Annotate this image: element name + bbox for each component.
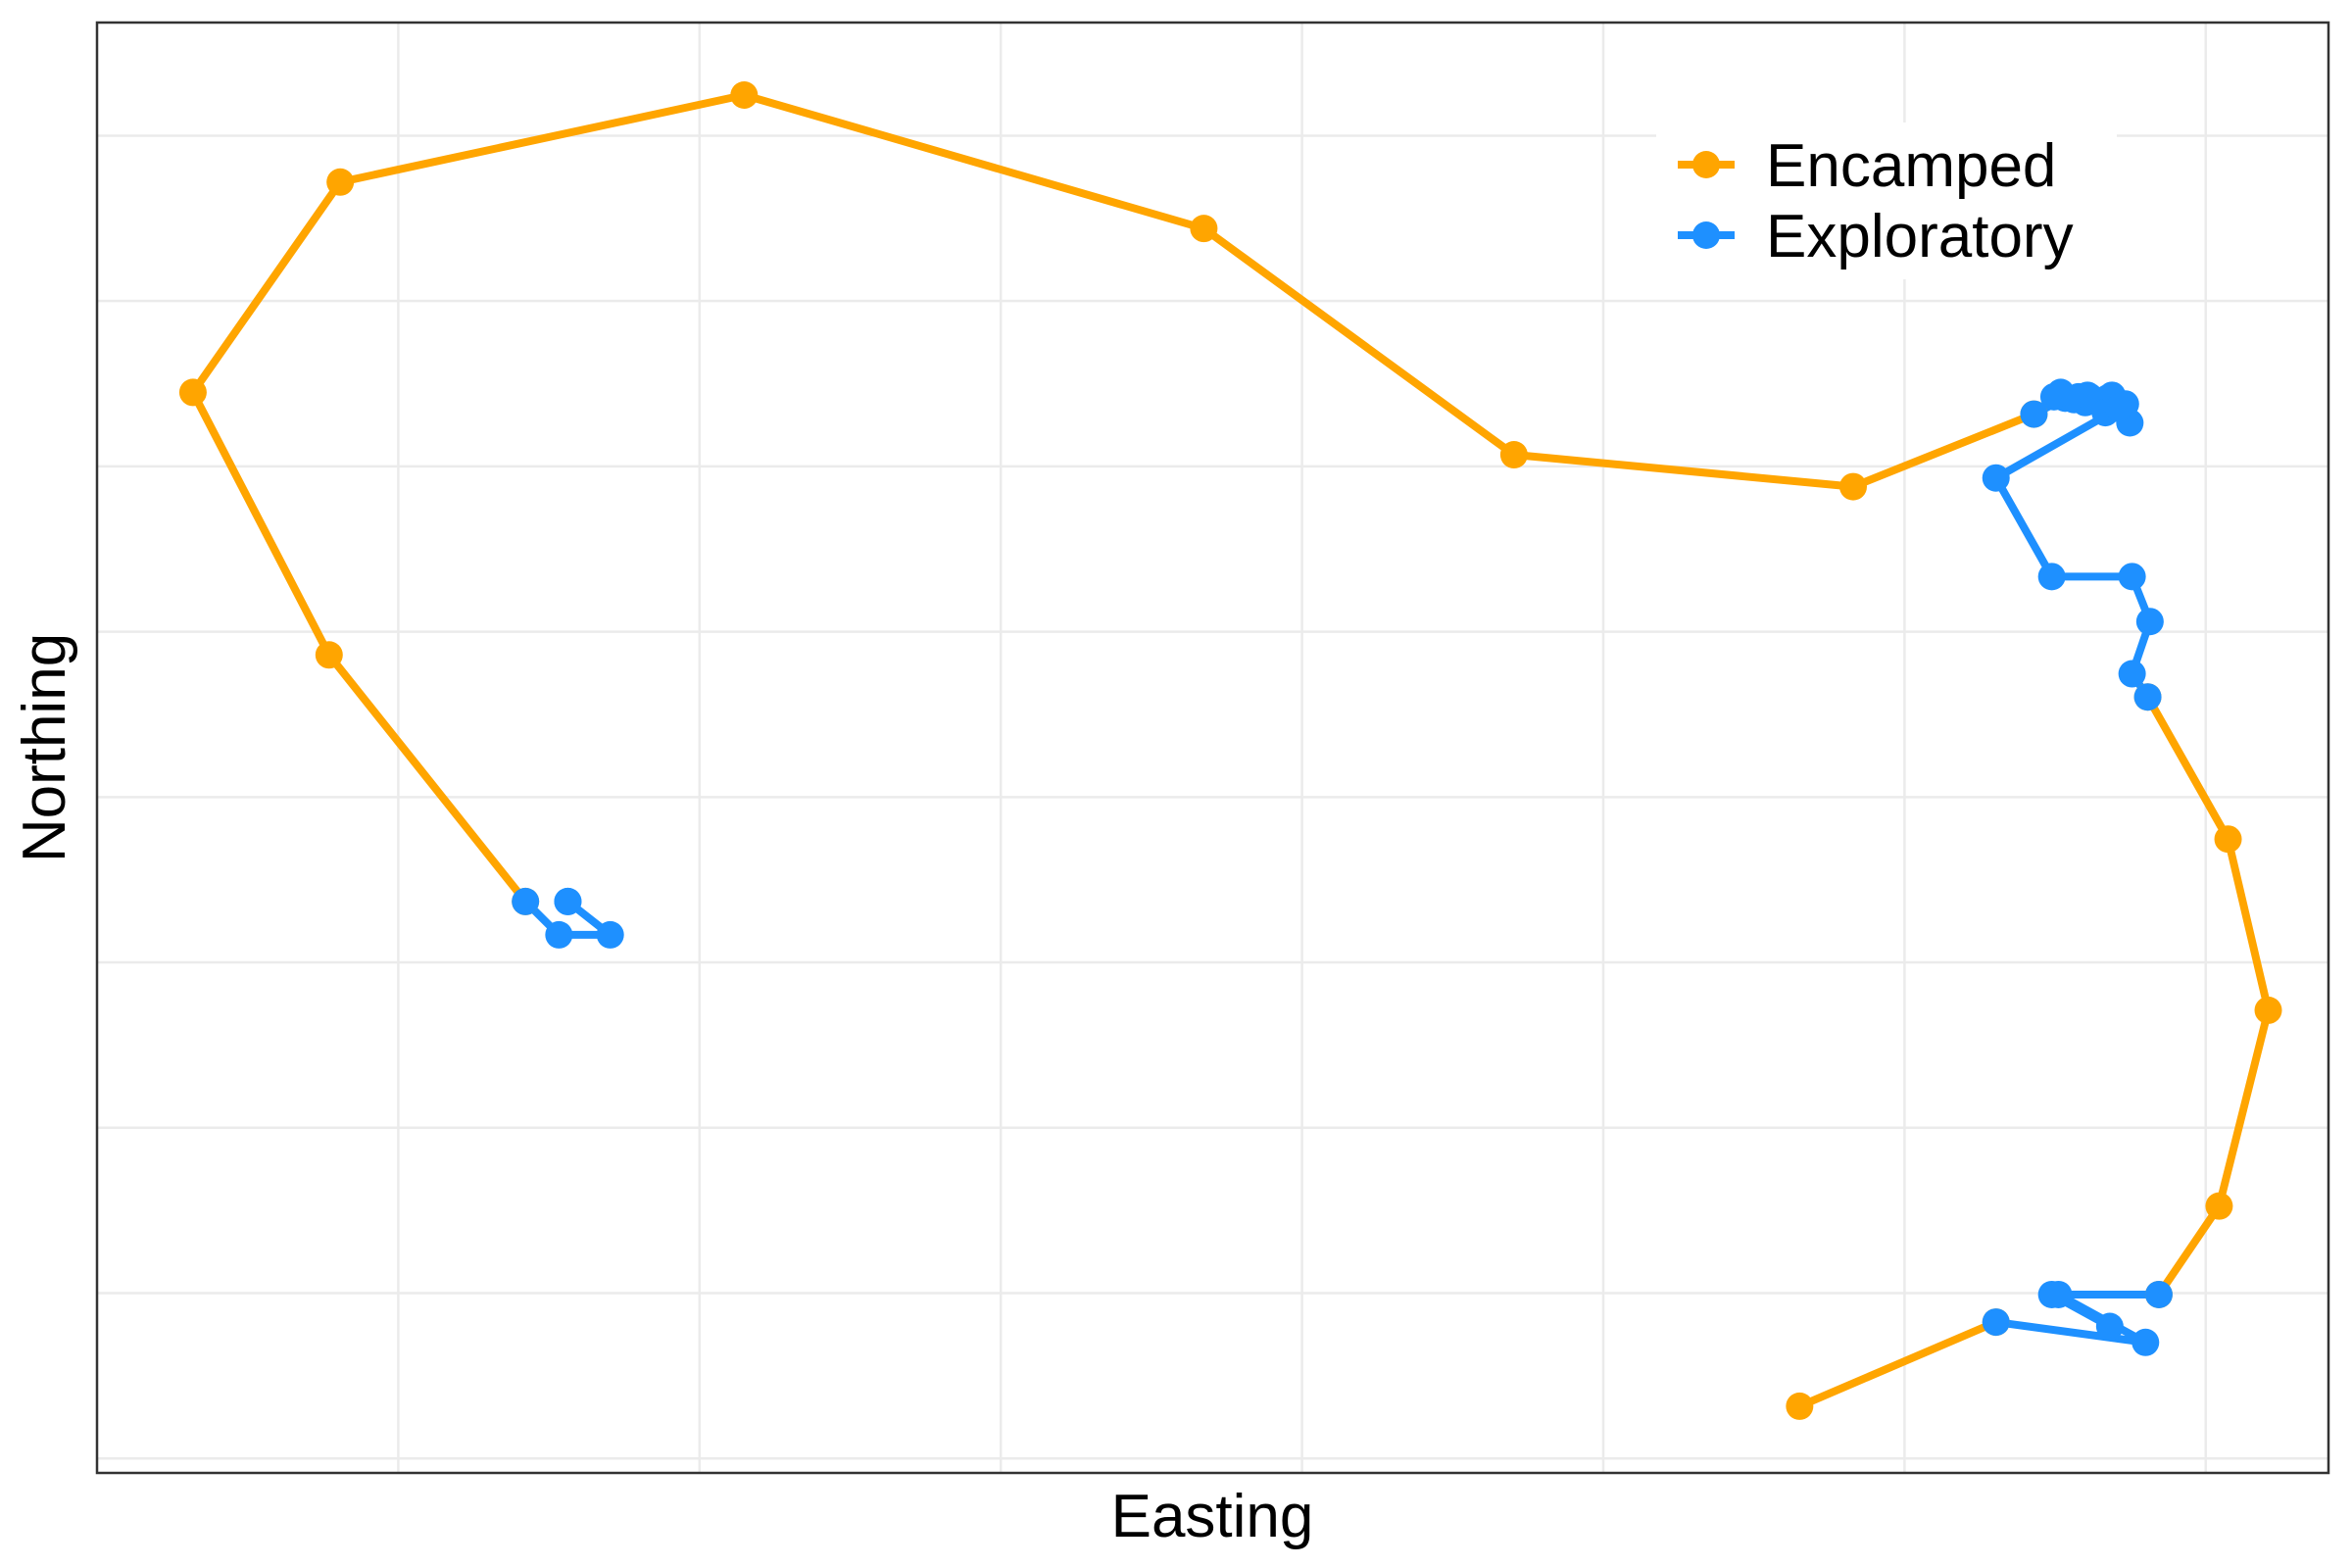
point-encamped-2-0 xyxy=(1786,1392,1814,1420)
point-exploratory-1-20 xyxy=(2118,660,2146,688)
point-exploratory-1-11 xyxy=(2074,381,2102,410)
legend: Encamped Exploratory xyxy=(1656,122,2117,279)
point-encamped-1-1 xyxy=(2214,825,2242,854)
point-exploratory-0-1 xyxy=(545,920,573,949)
point-encamped-0-4 xyxy=(730,81,759,109)
point-exploratory-1-17 xyxy=(2037,563,2066,591)
point-encamped-0-5 xyxy=(1190,215,1218,243)
point-exploratory-2-4 xyxy=(2132,1328,2160,1356)
point-encamped-1-2 xyxy=(2254,996,2282,1024)
point-exploratory-2-5 xyxy=(1982,1308,2010,1337)
legend-label-encamped: Encamped xyxy=(1766,132,2056,200)
legend-background xyxy=(1656,122,2117,279)
point-encamped-1-3 xyxy=(2205,1192,2233,1220)
point-exploratory-0-0 xyxy=(512,887,540,915)
point-exploratory-2-2 xyxy=(2095,1312,2124,1341)
series-points xyxy=(178,81,2282,1420)
point-exploratory-1-0 xyxy=(2020,400,2048,428)
x-axis-title: Easting xyxy=(1111,1483,1314,1550)
point-encamped-0-2 xyxy=(178,378,207,407)
point-exploratory-2-3 xyxy=(2044,1280,2073,1308)
series-lines xyxy=(188,91,2273,1410)
point-encamped-0-1 xyxy=(315,641,343,669)
point-exploratory-1-15 xyxy=(2104,394,2132,422)
point-exploratory-1-16 xyxy=(1982,464,2010,492)
y-axis-title: Northing xyxy=(11,633,78,862)
legend-label-exploratory: Exploratory xyxy=(1766,203,2074,270)
legend-key-point-exploratory xyxy=(1692,221,1720,249)
legend-item-encamped: Encamped xyxy=(1678,132,2056,200)
series-line-exploratory-1 xyxy=(1991,388,2154,702)
legend-item-exploratory: Exploratory xyxy=(1678,203,2074,270)
point-exploratory-1-21 xyxy=(2133,683,2162,711)
point-exploratory-0-2 xyxy=(596,920,624,949)
point-exploratory-0-4 xyxy=(554,887,582,915)
point-exploratory-1-18 xyxy=(2118,563,2146,591)
series-line-exploratory-0 xyxy=(521,897,614,939)
point-exploratory-2-0 xyxy=(2144,1280,2173,1308)
plot-border xyxy=(95,21,2330,1475)
series-line-encamped-2 xyxy=(1795,1318,2000,1410)
point-encamped-0-7 xyxy=(1838,472,1867,501)
legend-key-point-encamped xyxy=(1692,151,1720,178)
point-exploratory-1-19 xyxy=(2135,608,2164,636)
point-encamped-0-3 xyxy=(326,168,355,196)
point-encamped-0-6 xyxy=(1499,441,1528,469)
